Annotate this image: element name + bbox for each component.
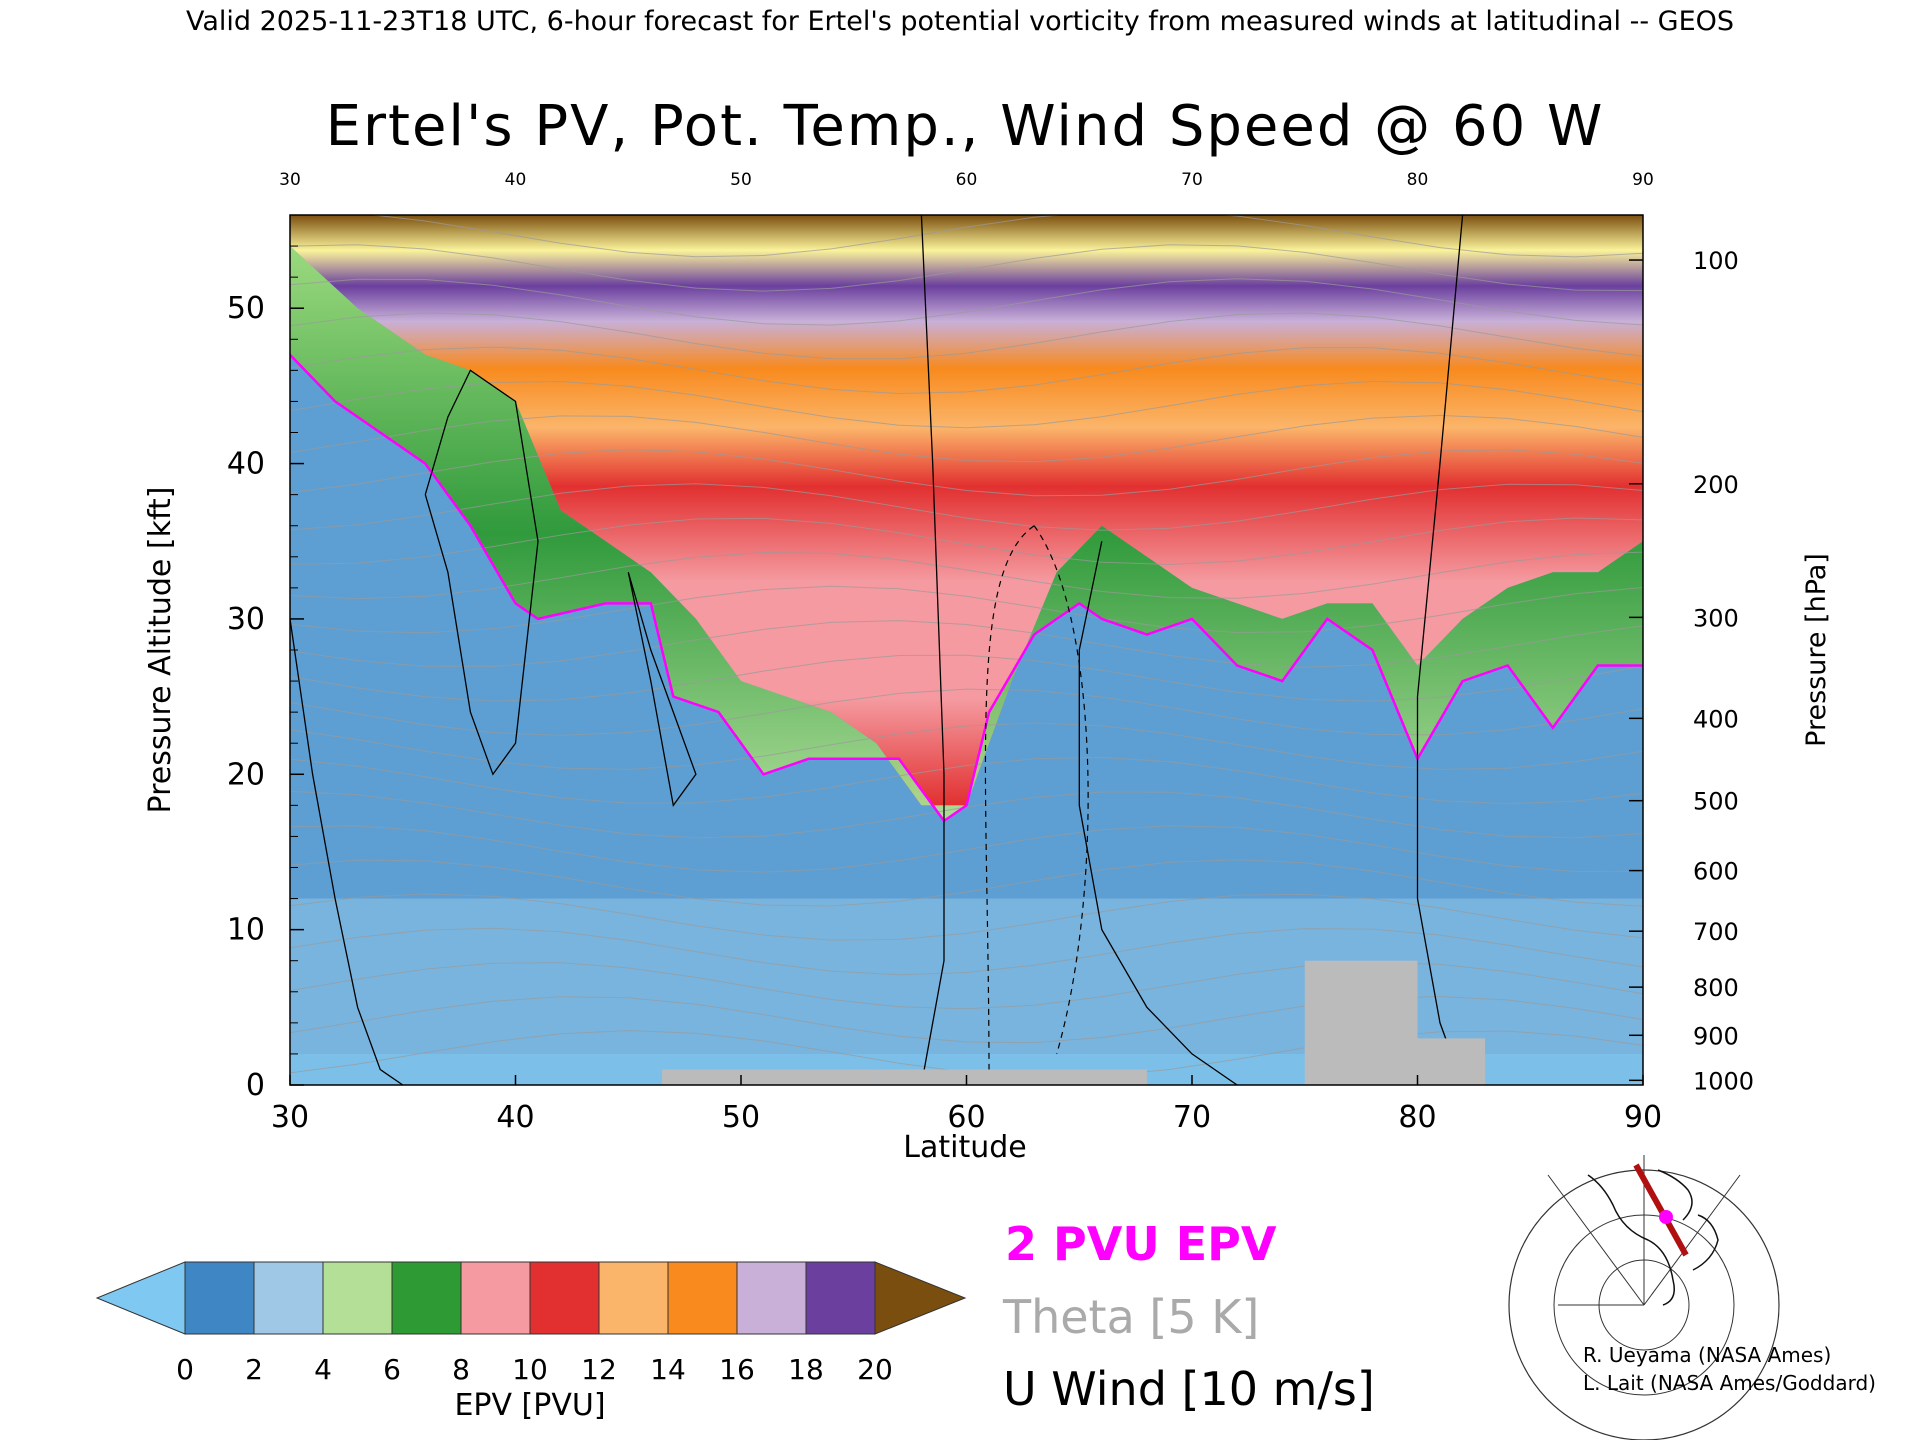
colorbar-tick-label: 16	[719, 1353, 755, 1386]
plot-clipped	[290, 215, 1643, 1085]
colorbar-underflow	[95, 1261, 186, 1335]
pressure-tick-label: 400	[1693, 705, 1739, 733]
y2-axis-label: Pressure [hPa]	[1801, 553, 1832, 747]
x-tick-label: 60	[947, 1100, 985, 1135]
colorbar: 0 2 4 6 8 10 12 14 16 18 20	[95, 1261, 967, 1386]
pressure-tick-label: 300	[1693, 604, 1739, 632]
pressure-tick-label: 500	[1693, 788, 1739, 816]
pressure-tick-label: 100	[1693, 247, 1739, 275]
theta-contour	[290, 927, 1643, 976]
y-tick-label: 0	[246, 1068, 265, 1103]
wind-contour-2	[627, 572, 697, 808]
theta-contour	[290, 312, 1643, 360]
legend-theta: Theta [5 K]	[1002, 1290, 1259, 1344]
pv2-contour	[290, 353, 1643, 823]
theta-contour	[290, 346, 1643, 395]
theta-contour	[290, 380, 1643, 429]
stratosphere-fill	[290, 215, 1643, 806]
x-top-tick-label: 60	[956, 170, 978, 190]
theta-contour	[290, 278, 1643, 326]
wind-contour-5	[1416, 215, 1464, 1085]
y-tick-label: 40	[227, 447, 265, 482]
colorbar-segment	[805, 1261, 876, 1335]
colorbar-tick-label: 6	[383, 1353, 401, 1386]
colorbar-tick-label: 12	[581, 1353, 617, 1386]
colorbar-segment	[253, 1261, 324, 1335]
y-axis-label: Pressure Altitude [kft]	[143, 487, 178, 814]
wind-contour-dashed-1	[984, 525, 1035, 1085]
theta-contour	[290, 449, 1643, 497]
theta-contour	[290, 244, 1643, 292]
legend-pv2: 2 PVU EPV	[1005, 1217, 1277, 1271]
colorbar-overflow	[874, 1261, 967, 1335]
globe-map-icon	[1508, 1155, 1780, 1440]
y-tick-label: 20	[227, 757, 265, 792]
theta-contour	[290, 551, 1643, 600]
pressure-tick-label: 1000	[1693, 1067, 1754, 1095]
colorbar-tick-label: 8	[452, 1353, 470, 1386]
theta-contour	[290, 483, 1643, 531]
wind-contour-dashed-2	[1033, 525, 1089, 1055]
colorbar-tick-label: 0	[176, 1353, 194, 1386]
colorbar-segment	[667, 1261, 738, 1335]
colorbar-segment	[529, 1261, 600, 1335]
colorbar-segment	[322, 1261, 393, 1335]
x-tick-label: 40	[496, 1100, 534, 1135]
colorbar-segment	[598, 1261, 669, 1335]
transition-band	[290, 246, 1643, 821]
wind-contour-1	[424, 369, 539, 776]
colorbar-tick-label: 20	[857, 1353, 893, 1386]
x-tick-label: 50	[722, 1100, 760, 1135]
terrain-block	[662, 1069, 877, 1085]
colorbar-label: EPV [PVU]	[454, 1388, 605, 1423]
x-top-tick-label: 50	[730, 170, 752, 190]
pressure-tick-label: 900	[1693, 1022, 1739, 1050]
terrain-block	[1417, 1038, 1486, 1085]
x-tick-label: 30	[271, 1100, 309, 1135]
chart-title: Ertel's PV, Pot. Temp., Wind Speed @ 60 …	[326, 94, 1605, 159]
y-tick-label: 50	[227, 291, 265, 326]
x-tick-label: 70	[1173, 1100, 1211, 1135]
wind-contour-4	[1078, 541, 1238, 1085]
pressure-tick-label: 200	[1693, 471, 1739, 499]
terrain-block	[1304, 960, 1418, 1085]
wind-contour-3	[920, 215, 945, 1085]
credit-line-1: R. Ueyama (NASA Ames)	[1583, 1343, 1831, 1367]
theta-contour	[290, 517, 1643, 566]
x-top-tick-label: 40	[505, 170, 527, 190]
x-top-tick-label: 70	[1181, 170, 1203, 190]
x-top-tick-label: 90	[1632, 170, 1654, 190]
pressure-tick-label: 600	[1693, 858, 1739, 886]
colorbar-segment	[460, 1261, 531, 1335]
terrain-block	[876, 1069, 1147, 1085]
legend-uwind: U Wind [10 m/s]	[1003, 1362, 1375, 1416]
theta-contour	[290, 414, 1643, 463]
colorbar-segment	[391, 1261, 462, 1335]
colorbar-tick-label: 2	[245, 1353, 263, 1386]
colorbar-segment	[736, 1261, 807, 1335]
x-axis-label: Latitude	[903, 1130, 1026, 1165]
pressure-tick-label: 700	[1693, 918, 1739, 946]
y-tick-label: 10	[227, 913, 265, 948]
colorbar-tick-label: 10	[512, 1353, 548, 1386]
theta-contour	[369, 215, 1643, 258]
colorbar-tick-label: 14	[650, 1353, 686, 1386]
colorbar-tick-label: 18	[788, 1353, 824, 1386]
colorbar-segment	[184, 1261, 255, 1335]
x-tick-label: 90	[1624, 1100, 1662, 1135]
credit-line-2: L. Lait (NASA Ames/Goddard)	[1583, 1371, 1876, 1395]
colorbar-tick-label: 4	[314, 1353, 332, 1386]
theta-contour	[290, 620, 1643, 668]
pressure-tick-label: 800	[1693, 974, 1739, 1002]
x-top-tick-label: 80	[1407, 170, 1429, 190]
x-top-tick-label: 30	[279, 170, 301, 190]
theta-contour	[290, 893, 1643, 941]
wind-contour-0	[290, 618, 404, 1085]
x-tick-label: 80	[1398, 1100, 1436, 1135]
y-tick-label: 30	[227, 602, 265, 637]
forecast-banner: Valid 2025-11-23T18 UTC, 6-hour forecast…	[186, 6, 1734, 37]
theta-contour	[290, 585, 1643, 634]
